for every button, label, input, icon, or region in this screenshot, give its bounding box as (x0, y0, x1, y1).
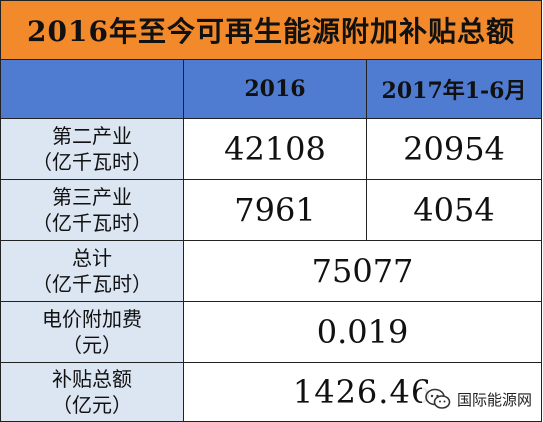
watermark-text: 国际能源网 (456, 390, 532, 409)
wechat-icon (425, 388, 451, 409)
header-row: 2016 2017年1-6月 (0, 59, 543, 119)
table-title: 2016年至今可再生能源附加补贴总额 (0, 0, 543, 60)
row-label-tertiary-industry: 第三产业 （亿千瓦时） (0, 179, 184, 241)
value-surcharge: 0.019 (182, 301, 543, 363)
header-empty-cell (0, 59, 184, 119)
table-row: 第二产业 （亿千瓦时） 42108 20954 (0, 118, 543, 180)
table-row: 第三产业 （亿千瓦时） 7961 4054 (0, 179, 543, 241)
table-row: 电价附加费 （元） 0.019 (0, 301, 543, 363)
value-tertiary-2017: 4054 (365, 179, 543, 241)
value-secondary-2016: 42108 (183, 118, 367, 180)
row-label-total: 总计 （亿千瓦时） (0, 240, 184, 302)
value-secondary-2017: 20954 (365, 118, 543, 180)
table-row: 补贴总额 （亿元） 1426.46 (0, 362, 543, 422)
value-subsidy-total: 1426.46 (182, 362, 543, 422)
table-row: 总计 （亿千瓦时） 75077 (0, 240, 543, 302)
row-label-surcharge: 电价附加费 （元） (0, 301, 184, 363)
title-row: 2016年至今可再生能源附加补贴总额 (0, 0, 543, 60)
header-2017-h1: 2017年1-6月 (365, 59, 543, 119)
header-2016: 2016 (183, 59, 367, 119)
value-total: 75077 (182, 240, 543, 302)
value-tertiary-2016: 7961 (183, 179, 367, 241)
watermark: 国际能源网 (421, 387, 535, 411)
row-label-subsidy-total: 补贴总额 （亿元） (0, 362, 184, 422)
row-label-secondary-industry: 第二产业 （亿千瓦时） (0, 118, 184, 180)
